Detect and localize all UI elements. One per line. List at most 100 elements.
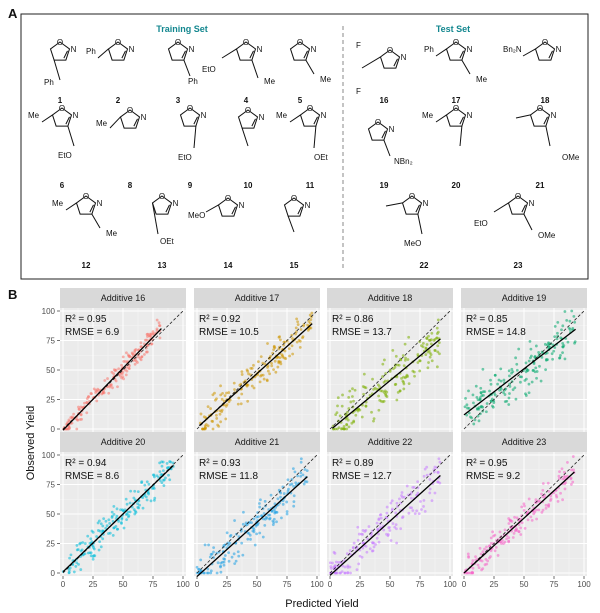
substituent-bond xyxy=(545,125,551,147)
data-point xyxy=(421,341,425,345)
data-point xyxy=(348,389,352,393)
data-point xyxy=(250,521,253,525)
data-point xyxy=(425,465,429,469)
data-point xyxy=(471,559,475,563)
panel-a-letter: A xyxy=(8,6,18,21)
data-point xyxy=(536,499,540,503)
facet-strip xyxy=(327,432,453,452)
double-bond xyxy=(548,50,553,59)
data-point xyxy=(111,533,115,537)
data-point xyxy=(546,481,550,485)
data-point xyxy=(151,487,154,491)
compound-number: 23 xyxy=(514,261,523,270)
data-point xyxy=(362,392,365,396)
data-point xyxy=(101,537,105,541)
data-point xyxy=(540,355,544,359)
substituent-label: Ph xyxy=(86,47,96,56)
data-point xyxy=(478,396,482,399)
data-point xyxy=(158,470,162,474)
data-point xyxy=(215,417,219,420)
substituent-label: Me xyxy=(476,75,488,84)
data-point xyxy=(145,350,149,354)
data-point xyxy=(96,387,100,391)
data-point xyxy=(573,341,576,345)
compound-6: ON Me EtO 6 xyxy=(28,104,79,190)
data-point xyxy=(83,401,86,405)
x-tick-label: 50 xyxy=(119,580,128,589)
data-point xyxy=(252,530,256,534)
ring-nitrogen: N xyxy=(556,45,562,54)
data-point xyxy=(260,373,263,377)
data-point xyxy=(561,341,565,345)
facet-8: Additive 23 0 25 50 75 100 R² = 0.95 RMSE = 9.2 xyxy=(461,432,591,589)
data-point xyxy=(79,541,83,545)
data-point xyxy=(128,354,131,358)
data-point xyxy=(471,393,475,397)
data-point xyxy=(272,508,276,512)
data-point xyxy=(356,525,360,529)
data-point xyxy=(245,523,249,526)
data-point xyxy=(343,571,347,575)
substituent-bond xyxy=(435,114,447,123)
data-point xyxy=(472,401,475,405)
data-point xyxy=(277,488,281,492)
data-point xyxy=(253,543,257,547)
isoxazole-ring xyxy=(51,107,73,127)
data-point xyxy=(68,566,72,570)
data-point xyxy=(242,510,245,514)
data-point xyxy=(333,564,337,567)
x-tick-label: 25 xyxy=(223,580,232,589)
data-point xyxy=(240,370,244,374)
data-point xyxy=(517,530,521,534)
double-bond xyxy=(65,116,70,125)
data-point xyxy=(157,321,161,325)
ring-oxygen: O xyxy=(225,194,231,203)
data-point xyxy=(360,555,364,559)
data-point xyxy=(361,532,364,536)
data-point xyxy=(89,537,93,541)
data-point xyxy=(291,467,295,471)
data-point xyxy=(125,512,129,516)
data-point xyxy=(372,419,375,423)
data-point xyxy=(407,335,411,339)
data-point xyxy=(463,405,467,409)
data-point xyxy=(92,387,96,391)
ring-nitrogen: N xyxy=(467,45,473,54)
data-point xyxy=(401,354,405,357)
data-point xyxy=(388,529,392,532)
data-point xyxy=(136,502,139,506)
regression-line xyxy=(62,328,162,431)
data-point xyxy=(568,328,572,331)
data-point xyxy=(114,379,118,383)
data-point xyxy=(472,422,476,426)
data-point xyxy=(206,567,210,571)
facet-2: Additive 17 R² = 0.92 RMSE = 10.5 xyxy=(194,288,320,432)
data-point xyxy=(139,358,143,362)
x-tick-label: 75 xyxy=(283,580,292,589)
data-point xyxy=(234,559,238,563)
data-point xyxy=(133,489,137,493)
compound-number: 9 xyxy=(188,181,193,190)
data-point xyxy=(385,505,389,509)
data-point xyxy=(364,386,368,390)
facet-strip xyxy=(60,288,186,308)
compound-number: 6 xyxy=(60,181,65,190)
data-point xyxy=(527,497,531,501)
data-point xyxy=(496,554,500,557)
data-point xyxy=(384,394,388,397)
data-point xyxy=(140,355,144,359)
y-tick-label: 100 xyxy=(42,307,56,316)
data-point xyxy=(151,330,155,333)
data-point xyxy=(476,563,480,567)
data-point xyxy=(488,389,491,393)
data-point xyxy=(511,536,515,539)
data-point xyxy=(67,418,71,422)
data-point xyxy=(223,557,227,561)
regression-line xyxy=(463,328,576,416)
data-point xyxy=(377,394,381,398)
data-point xyxy=(160,481,164,485)
isoxazole-ring xyxy=(217,197,239,217)
ring-nitrogen: N xyxy=(257,45,263,54)
data-point xyxy=(465,413,469,417)
data-point xyxy=(503,528,507,532)
